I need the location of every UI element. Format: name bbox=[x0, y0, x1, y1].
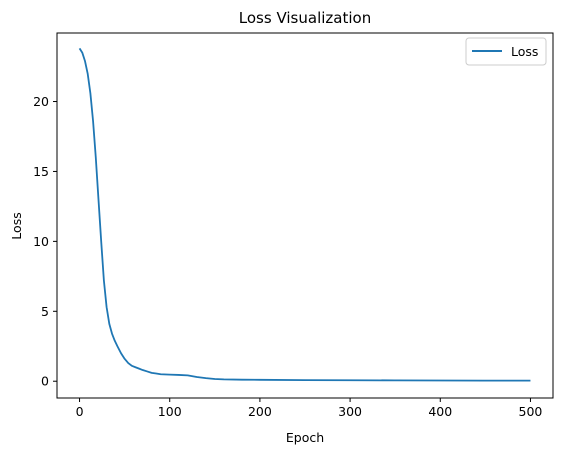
x-tick-label: 300 bbox=[338, 404, 362, 419]
x-axis-label: Epoch bbox=[286, 430, 324, 445]
legend: Loss bbox=[465, 37, 547, 66]
y-tick-label: 15 bbox=[33, 164, 49, 179]
x-tick-label: 200 bbox=[248, 404, 272, 419]
plot-frame bbox=[56, 32, 554, 399]
y-axis-label: Loss bbox=[9, 212, 24, 239]
y-axis: 0 5 10 15 20 bbox=[33, 94, 57, 389]
y-tick-label: 10 bbox=[33, 234, 49, 249]
chart-title: Loss Visualization bbox=[239, 9, 371, 27]
plot-area bbox=[56, 32, 554, 399]
loss-series-line bbox=[78, 47, 531, 382]
x-axis: 0 100 200 300 400 500 bbox=[76, 398, 543, 419]
y-tick-label: 5 bbox=[41, 304, 49, 319]
x-tick-label: 100 bbox=[158, 404, 182, 419]
x-tick-label: 400 bbox=[428, 404, 452, 419]
x-tick-label: 500 bbox=[519, 404, 543, 419]
y-tick-label: 20 bbox=[33, 94, 49, 109]
x-tick-label: 0 bbox=[76, 404, 84, 419]
y-tick-label: 0 bbox=[41, 374, 49, 389]
legend-label: Loss bbox=[511, 44, 538, 59]
legend-frame bbox=[465, 37, 547, 66]
